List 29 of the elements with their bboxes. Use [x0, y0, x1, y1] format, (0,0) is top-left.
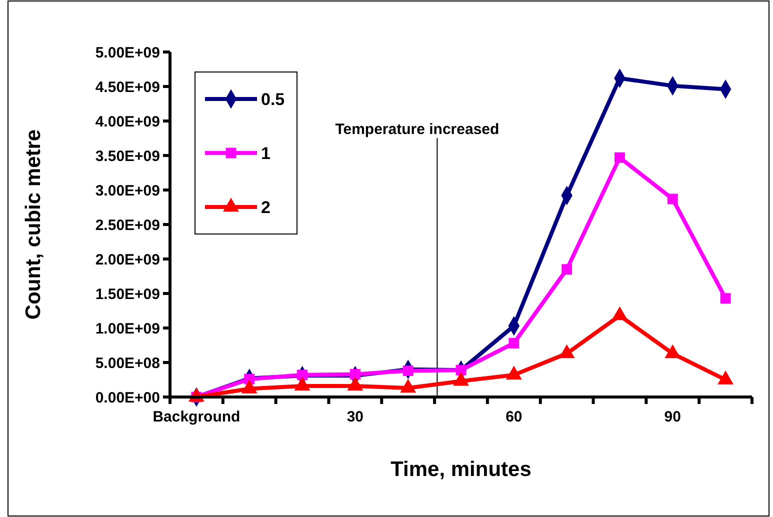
y-axis-title: Count, cubic metre: [22, 129, 45, 320]
y-tick-label: 1.00E+09: [95, 320, 160, 338]
x-tick-label: Background: [152, 408, 240, 426]
x-tick-label: 60: [506, 408, 522, 426]
point: [350, 368, 360, 380]
point: [402, 366, 414, 376]
point: [614, 152, 625, 163]
y-tick-label: 3.50E+09: [95, 148, 160, 165]
point: [508, 338, 520, 348]
y-tick-label: 2.50E+09: [95, 216, 160, 234]
legend-label: 1: [261, 144, 270, 163]
x-tick-label: 90: [664, 408, 681, 426]
point: [297, 370, 308, 380]
y-tick-label: 1.50E+09: [95, 286, 160, 303]
y-tick-label: 0.00E+00: [95, 389, 160, 406]
y-tick-label: 5.00E+09: [95, 44, 160, 62]
point: [667, 194, 678, 204]
y-tick-label: 5.00E+08: [95, 354, 160, 372]
y-tick-label: 2.00E+09: [95, 251, 160, 268]
legend-label: 2: [261, 198, 270, 217]
x-axis-title: Time, minutes: [390, 458, 532, 481]
x-tick-label: 30: [346, 408, 364, 426]
point: [562, 264, 572, 275]
legend-label: 0.5: [261, 90, 285, 109]
y-tick-label: 4.50E+09: [95, 78, 160, 96]
y-tick-label: 4.00E+09: [95, 113, 160, 130]
point: [720, 293, 731, 304]
ref-line-label: Temperature increased: [335, 121, 500, 138]
y-tick-label: 3.00E+09: [95, 182, 160, 200]
